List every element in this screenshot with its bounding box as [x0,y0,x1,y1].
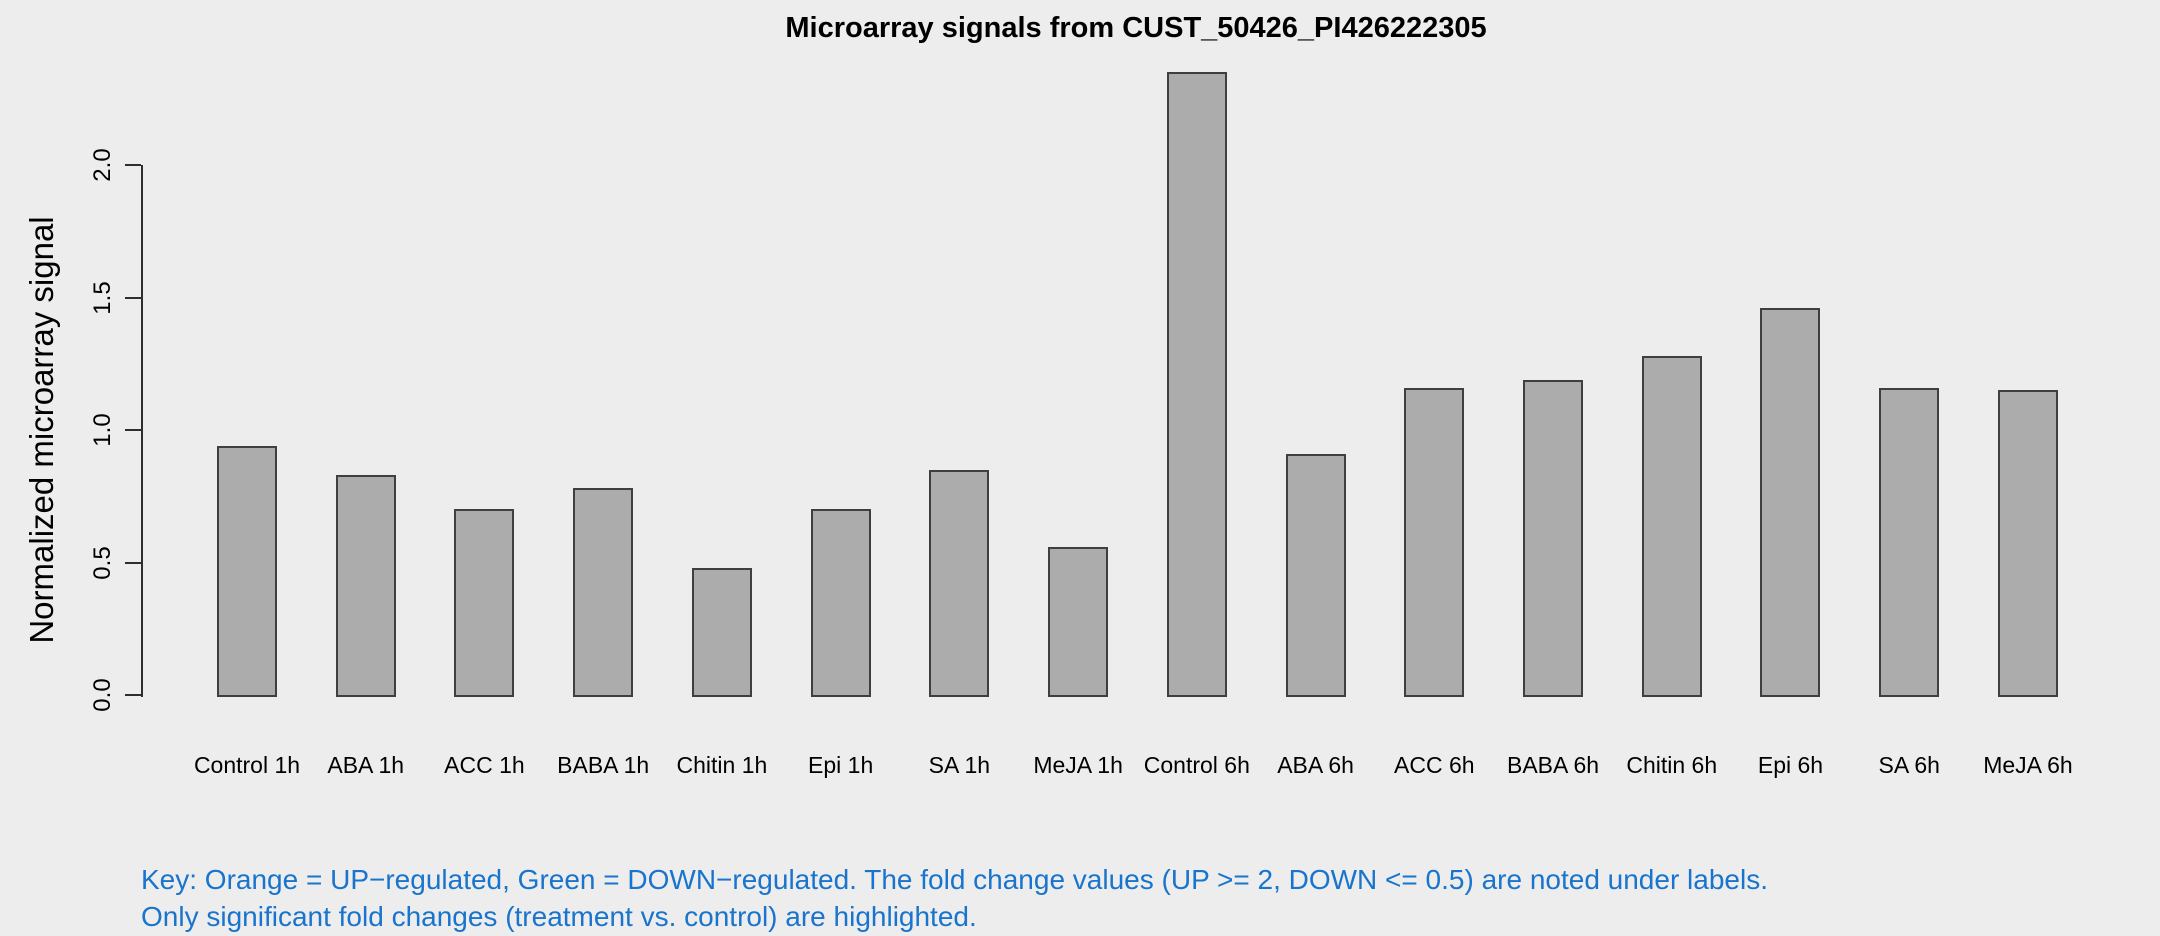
bar-baba-1h [573,488,633,697]
x-axis-label: ABA 6h [1277,752,1354,778]
x-axis-label: ACC 6h [1394,752,1475,778]
y-axis-line [141,165,143,697]
chart-title: Microarray signals from CUST_50426_PI426… [785,12,1487,44]
key-text-line-2: Only significant fold changes (treatment… [141,901,977,932]
y-axis-tick [125,429,141,431]
x-axis-label: Control 1h [193,752,301,778]
y-axis-tick-label: 2.0 [89,148,116,182]
y-axis-tick [125,561,141,564]
x-axis-label: SA 1h [928,752,991,778]
bar-aba-6h [1286,454,1346,697]
y-axis-tick-label: 0.0 [89,678,116,712]
x-axis-label: Epi 1h [808,752,874,778]
x-axis-label: ACC 1h [444,752,525,778]
y-axis-tick [125,694,141,696]
x-axis-label: Chitin 1h [676,752,768,778]
bar-control-1h [217,446,277,697]
y-axis-tick-label: 0.5 [89,545,116,580]
x-axis-label: MeJA 6h [1983,752,2073,778]
bar-sa-6h [1879,388,1939,697]
bar-epi-6h [1760,308,1820,697]
bar-meja-6h [1998,390,2058,697]
bar-chitin-1h [692,568,752,697]
bar-acc-6h [1404,388,1464,697]
bar-chitin-6h [1642,356,1702,697]
bar-sa-1h [929,470,989,697]
x-axis-label: Control 6h [1143,752,1250,778]
x-axis-label: BABA 6h [1506,752,1600,778]
key-text-line-1: Key: Orange = UP−regulated, Green = DOWN… [141,864,1768,895]
y-axis-tick-label: 1.5 [89,280,116,315]
y-axis-tick-label: 1.0 [89,413,116,447]
bar-meja-1h [1048,547,1108,697]
bar-acc-1h [454,509,514,697]
y-axis-tick [125,296,141,299]
x-axis-label: Epi 6h [1757,752,1824,778]
bar-baba-6h [1523,380,1583,697]
y-axis-label: Normalized microarray signal [23,216,60,644]
x-axis-label: Chitin 6h [1626,752,1718,778]
x-axis-label: BABA 1h [557,752,650,778]
x-axis-label: MeJA 1h [1033,752,1123,778]
bar-aba-1h [336,475,396,697]
x-axis-label: SA 6h [1878,752,1940,778]
x-axis-label: ABA 1h [327,752,405,778]
bar-epi-1h [811,509,871,697]
y-axis-tick [125,164,141,166]
bar-control-6h [1167,72,1227,697]
